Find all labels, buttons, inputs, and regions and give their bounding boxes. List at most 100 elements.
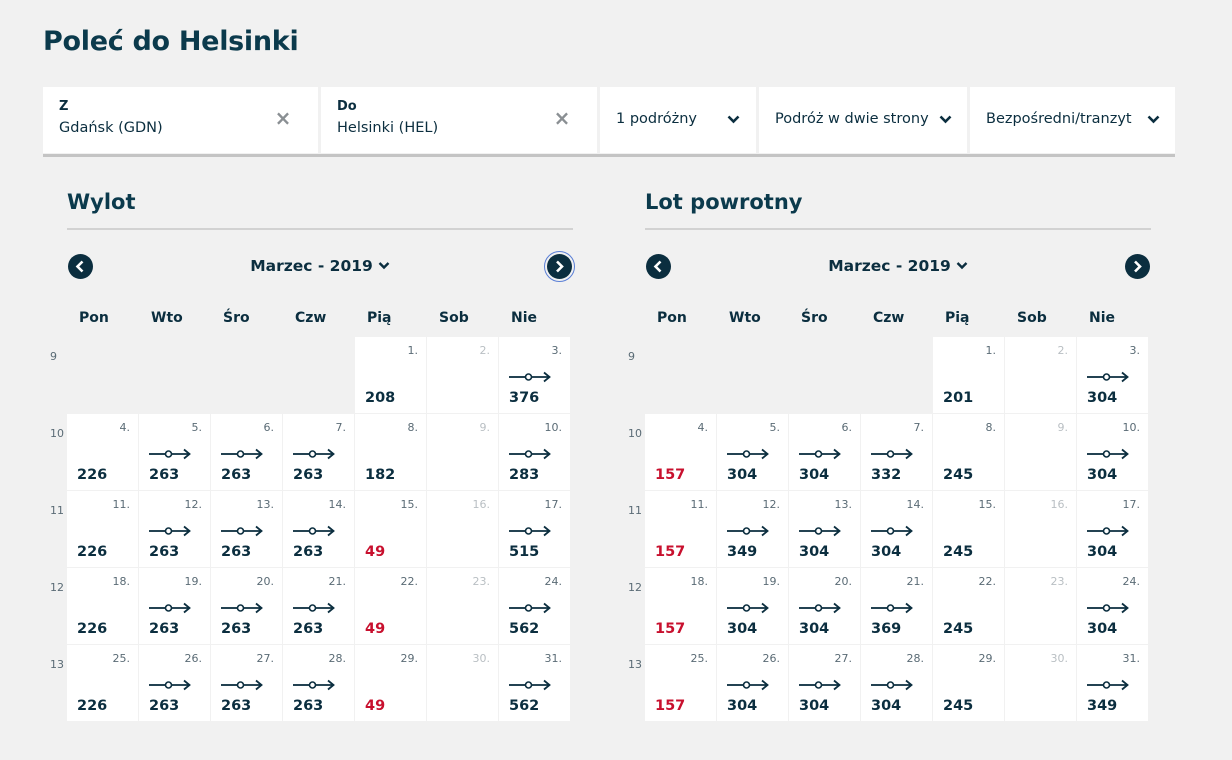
day-cell[interactable]: 20. 263 (211, 568, 282, 644)
day-cell[interactable]: 22. 245 (933, 568, 1004, 644)
day-cell[interactable]: 14. 263 (283, 491, 354, 567)
day-cell[interactable]: 31. 562 (499, 645, 570, 721)
to-field[interactable]: Do Helsinki (HEL) × (321, 87, 597, 153)
from-field[interactable]: Z Gdańsk (GDN) × (43, 87, 318, 153)
day-number: 11. (112, 498, 131, 511)
day-cell[interactable]: 28. 304 (861, 645, 932, 721)
day-cell[interactable]: 24. 562 (499, 568, 570, 644)
day-cell[interactable]: 27. 263 (211, 645, 282, 721)
chevron-down-icon (939, 115, 952, 124)
day-cell[interactable]: 7. 332 (861, 414, 932, 490)
day-cell[interactable]: 1. 201 (933, 337, 1004, 413)
week-number: 12 (50, 581, 64, 594)
stopover-arrow-icon (149, 522, 191, 537)
day-cell[interactable]: 31. 349 (1077, 645, 1148, 721)
day-cell[interactable]: 3. 304 (1077, 337, 1148, 413)
day-cell[interactable]: 20. 304 (789, 568, 860, 644)
day-cell[interactable]: 15. 245 (933, 491, 1004, 567)
day-cell[interactable]: 15. 49 (355, 491, 426, 567)
close-icon[interactable]: × (274, 106, 292, 130)
day-cell[interactable]: 17. 304 (1077, 491, 1148, 567)
day-number: 31. (544, 652, 563, 665)
chevron-left-icon[interactable] (68, 254, 93, 279)
week-number: 9 (628, 350, 635, 363)
day-cell[interactable]: 8. 182 (355, 414, 426, 490)
price-label: 349 (727, 544, 758, 560)
day-cell[interactable]: 5. 263 (139, 414, 210, 490)
chevron-right-icon[interactable] (544, 251, 575, 282)
day-cell[interactable]: 7. 263 (283, 414, 354, 490)
price-label: 263 (149, 467, 180, 483)
day-cell[interactable]: 12. 349 (717, 491, 788, 567)
month-select[interactable]: Marzec - 2019 (645, 257, 1151, 275)
connection-select[interactable]: Bezpośredni/tranzyt (970, 87, 1175, 153)
day-cell[interactable]: 21. 263 (283, 568, 354, 644)
day-cell[interactable]: 11. 157 (645, 491, 716, 567)
day-cell[interactable]: 21. 369 (861, 568, 932, 644)
day-cell[interactable]: 13. 304 (789, 491, 860, 567)
from-input[interactable]: Gdańsk (GDN) (59, 120, 163, 136)
day-number: 25. (690, 652, 709, 665)
day-cell[interactable]: 5. 304 (717, 414, 788, 490)
day-cell[interactable]: 19. 263 (139, 568, 210, 644)
day-cell[interactable]: 27. 304 (789, 645, 860, 721)
empty-cell (645, 337, 716, 413)
day-number: 21. (906, 575, 925, 588)
stopover-arrow-icon (293, 676, 335, 691)
chevron-right-icon[interactable] (1125, 254, 1150, 279)
day-cell[interactable]: 25. 157 (645, 645, 716, 721)
week-number: 11 (628, 504, 642, 517)
day-cell[interactable]: 29. 245 (933, 645, 1004, 721)
passengers-value: 1 podróżny (616, 111, 698, 127)
month-select[interactable]: Marzec - 2019 (67, 257, 573, 275)
passengers-select[interactable]: 1 podróżny (600, 87, 756, 153)
chevron-left-icon[interactable] (646, 254, 671, 279)
day-cell[interactable]: 4. 226 (67, 414, 138, 490)
weekday-label: Nie (511, 310, 538, 326)
to-input[interactable]: Helsinki (HEL) (337, 120, 439, 136)
day-cell[interactable]: 1. 208 (355, 337, 426, 413)
day-cell[interactable]: 26. 304 (717, 645, 788, 721)
stopover-arrow-icon (871, 599, 913, 614)
day-number: 30. (1050, 652, 1069, 665)
empty-cell (861, 337, 932, 413)
day-cell[interactable]: 8. 245 (933, 414, 1004, 490)
price-label: 376 (509, 390, 540, 406)
day-cell[interactable]: 6. 263 (211, 414, 282, 490)
day-cell[interactable]: 25. 226 (67, 645, 138, 721)
day-number: 12. (762, 498, 781, 511)
day-number: 2. (1057, 344, 1069, 357)
close-icon[interactable]: × (553, 106, 571, 130)
day-cell[interactable]: 26. 263 (139, 645, 210, 721)
departure-calendar: Wylot Marzec - 2019 Pon Wto Śro Czw Pią Sob Ni… (50, 190, 575, 722)
day-cell[interactable]: 12. 263 (139, 491, 210, 567)
week-row: 13 25. 226 26. 263 27. 263 28. 263 29. 49 30. 31. 562 (50, 645, 573, 722)
day-cell[interactable]: 13. 263 (211, 491, 282, 567)
day-cell[interactable]: 28. 263 (283, 645, 354, 721)
day-cell[interactable]: 24. 304 (1077, 568, 1148, 644)
day-cell[interactable]: 3. 376 (499, 337, 570, 413)
day-cell[interactable]: 18. 226 (67, 568, 138, 644)
day-cell[interactable]: 22. 49 (355, 568, 426, 644)
week-row: 10 4. 226 5. 263 6. 263 7. 263 8. 182 9. 10. 283 (50, 414, 573, 491)
stopover-arrow-icon (1087, 599, 1129, 614)
day-number: 25. (112, 652, 131, 665)
day-number: 10. (1122, 421, 1141, 434)
empty-cell (789, 337, 860, 413)
trip-type-select[interactable]: Podróż w dwie strony (759, 87, 967, 153)
day-cell[interactable]: 18. 157 (645, 568, 716, 644)
day-cell[interactable]: 29. 49 (355, 645, 426, 721)
day-cell[interactable]: 10. 283 (499, 414, 570, 490)
to-label: Do (337, 99, 357, 114)
day-cell[interactable]: 14. 304 (861, 491, 932, 567)
day-cell[interactable]: 6. 304 (789, 414, 860, 490)
day-cell-unavailable: 16. (427, 491, 498, 567)
price-label: 263 (293, 698, 324, 714)
day-cell[interactable]: 11. 226 (67, 491, 138, 567)
price-label: 263 (293, 467, 324, 483)
day-cell[interactable]: 19. 304 (717, 568, 788, 644)
day-cell[interactable]: 17. 515 (499, 491, 570, 567)
day-cell[interactable]: 4. 157 (645, 414, 716, 490)
day-cell[interactable]: 10. 304 (1077, 414, 1148, 490)
day-number: 29. (400, 652, 419, 665)
